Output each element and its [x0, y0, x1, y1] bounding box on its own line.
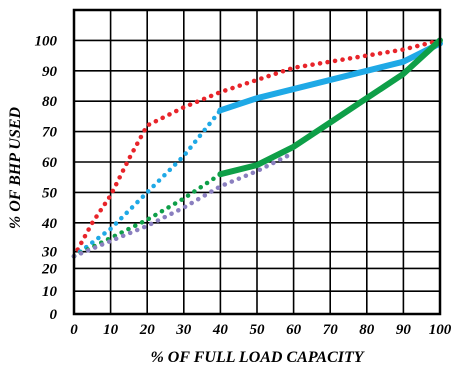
- x-tick-label: 60: [286, 322, 302, 338]
- y-tick-label: 0: [50, 307, 58, 323]
- series-line-3: [217, 40, 443, 114]
- y-tick-label: 40: [41, 216, 58, 232]
- plot-frame: [72, 8, 442, 316]
- series-line-5: [217, 37, 443, 178]
- y-tick-label: 20: [41, 261, 58, 277]
- x-tick-label: 0: [70, 322, 78, 338]
- y-tick-label: 70: [42, 125, 58, 141]
- y-tick-label: 60: [42, 155, 58, 171]
- series-line-2: [71, 108, 223, 259]
- y-tick-label: 90: [42, 64, 58, 80]
- x-axis-label: % OF FULL LOAD CAPACITY: [150, 349, 364, 366]
- x-tick-label: 80: [359, 322, 375, 338]
- x-tick-label: 100: [429, 322, 452, 338]
- series-line-6: [71, 150, 296, 259]
- x-tick-label: 30: [175, 322, 192, 338]
- x-tick-label: 90: [396, 322, 412, 338]
- y-tick-label: 80: [42, 94, 58, 110]
- y-tick-label: 100: [35, 33, 58, 49]
- series-line-1: [71, 38, 443, 259]
- series-layer: [71, 37, 443, 259]
- y-axis-label: % OF BHP USED: [7, 106, 24, 229]
- x-tick-label: 10: [103, 322, 119, 338]
- x-tick-label: 20: [139, 322, 156, 338]
- y-tick-label: 30: [41, 245, 58, 261]
- series-line-4: [71, 171, 223, 259]
- x-tick-label: 40: [212, 322, 229, 338]
- x-tick-labels: 0 10 20 30 40 50 60 70 80 90 100: [70, 322, 452, 338]
- x-tick-label: 50: [250, 322, 266, 338]
- y-tick-label: 50: [42, 185, 58, 201]
- x-tick-label: 70: [323, 322, 339, 338]
- y-tick-label: 10: [42, 284, 58, 300]
